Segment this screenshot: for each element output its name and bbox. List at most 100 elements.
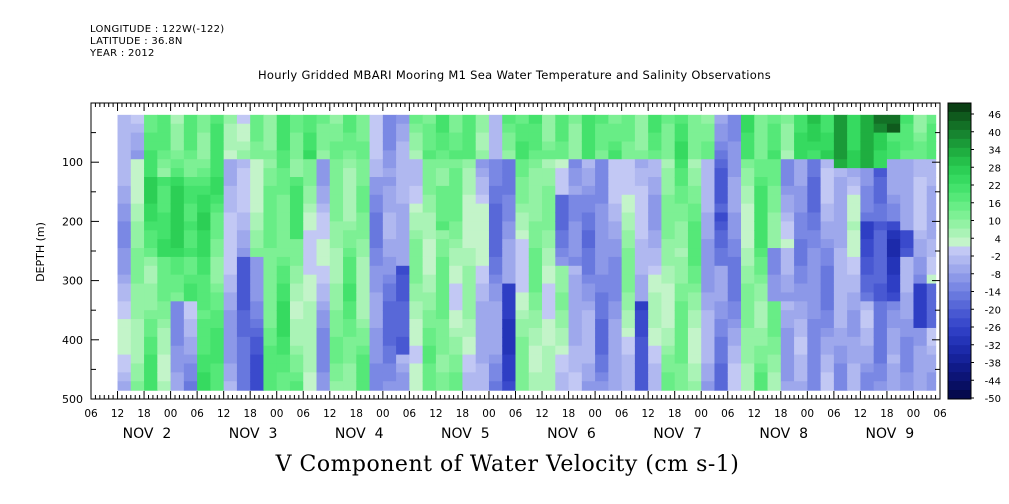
heatmap-cell-87 (144, 336, 158, 347)
heatmap-cell-222 (210, 159, 225, 169)
heatmap-cell-213 (197, 354, 211, 365)
heatmap-cell-395 (276, 319, 291, 329)
x-day-label: NOV 9 (865, 426, 914, 442)
heatmap-cell-244 (210, 354, 225, 365)
heatmap-cell-1361 (687, 363, 702, 373)
heatmap-cell-988 (528, 354, 543, 365)
heatmap-cell-496 (329, 114, 344, 125)
heatmap-cell-73 (144, 212, 158, 222)
heatmap-cell-139 (170, 248, 185, 258)
heatmap-cell-1721 (847, 256, 862, 267)
heatmap-cell-558 (356, 114, 371, 125)
heatmap-cell-1824 (886, 345, 901, 356)
heatmap-cell-914 (502, 248, 517, 258)
heatmap-cell-1128 (595, 221, 609, 231)
heatmap-cell-32 (130, 123, 145, 134)
heatmap-cell-1801 (886, 141, 901, 151)
heatmap-cell-475 (316, 203, 331, 214)
heatmap-cell-966 (528, 159, 543, 169)
heatmap-cell-698 (409, 256, 424, 267)
heatmap-cell-1693 (833, 283, 848, 294)
heatmap-cell-464 (303, 381, 318, 391)
heatmap-cell-1866 (913, 168, 928, 178)
heatmap-cell-270 (223, 310, 238, 320)
heatmap-cell-1668 (820, 336, 835, 347)
heatmap-cell-471 (316, 168, 331, 178)
heatmap-cell-1829 (900, 114, 915, 125)
heatmap-cell-272 (223, 327, 238, 338)
heatmap-cell-25 (117, 336, 132, 347)
heatmap-cell-416 (289, 230, 304, 240)
heatmap-cell-93 (157, 114, 172, 125)
heatmap-cell-1672 (820, 372, 835, 382)
heatmap-cell-1305 (674, 141, 689, 151)
heatmap-cell-1049 (555, 345, 570, 356)
heatmap-cell-508 (329, 221, 344, 231)
heatmap-cell-536 (343, 194, 357, 205)
heatmap-cell-780 (449, 159, 464, 169)
colorbar-swatch (948, 165, 971, 176)
heatmap-cell-827 (462, 301, 477, 311)
colorbar-swatch (948, 336, 971, 346)
heatmap-cell-854 (475, 265, 490, 276)
heatmap-cell-702 (409, 292, 424, 302)
heatmap-cell-1050 (555, 354, 570, 365)
heatmap-cell-668 (396, 265, 410, 276)
heatmap-cell-1410 (714, 248, 729, 258)
heatmap-cell-690 (409, 185, 424, 196)
heatmap-cell-1833 (900, 150, 915, 160)
heatmap-cell-890 (488, 310, 503, 320)
heatmap-cell-434 (303, 114, 318, 125)
heatmap-cell-833 (462, 354, 477, 365)
longitude-label: LONGITUDE : 122W(-122) (90, 24, 225, 35)
heatmap-cell-19 (117, 283, 132, 294)
heatmap-cell-654 (396, 141, 410, 151)
heatmap-cell-862 (475, 336, 490, 347)
heatmap-cell-418 (289, 248, 304, 258)
heatmap-cell-705 (409, 319, 424, 329)
heatmap-cell-1394 (701, 381, 716, 391)
heatmap-cell-516 (329, 292, 344, 302)
heatmap-cell-1738 (860, 132, 875, 143)
heatmap-cell-986 (528, 336, 543, 347)
heatmap-cell-1022 (542, 381, 556, 391)
heatmap-cell-1261 (648, 301, 663, 311)
heatmap-cell-1141 (595, 336, 609, 347)
heatmap-cell-1518 (754, 381, 769, 391)
heatmap-cell-1707 (847, 132, 862, 143)
heatmap-cell-425 (289, 310, 304, 320)
heatmap-cell-301 (236, 310, 251, 320)
heatmap-cell-546 (343, 283, 357, 294)
heatmap-cell-618 (369, 372, 384, 382)
heatmap-cell-1443 (727, 265, 742, 276)
heatmap-cell-633 (382, 230, 397, 240)
heatmap-cell-820 (462, 239, 477, 249)
heatmap-cell-864 (475, 354, 490, 365)
heatmap-cell-596 (369, 177, 384, 187)
heatmap-cell-1359 (687, 345, 702, 356)
heatmap-cell-1515 (754, 354, 769, 365)
heatmap-cell-1498 (754, 203, 769, 214)
heatmap-cell-1790 (873, 319, 888, 329)
heatmap-cell-89 (144, 354, 158, 365)
heatmap-cell-1125 (595, 194, 609, 205)
heatmap-cell-1341 (687, 185, 702, 196)
heatmap-cell-493 (316, 363, 331, 373)
colorbar-label: -50 (985, 394, 1001, 405)
heatmap-cell-1749 (860, 230, 875, 240)
heatmap-cell-7 (117, 177, 132, 187)
heatmap-cell-830 (462, 327, 477, 338)
heatmap-cell-768 (435, 327, 450, 338)
heatmap-cell-1194 (621, 256, 636, 267)
heatmap-cell-41 (130, 203, 145, 214)
heatmap-cell-84 (144, 310, 158, 320)
heatmap-cell-1566 (780, 256, 795, 267)
heatmap-cell-1828 (886, 381, 901, 391)
heatmap-cell-704 (409, 310, 424, 320)
heatmap-cell-984 (528, 319, 543, 329)
heatmap-cell-503 (329, 177, 344, 187)
heatmap-cell-871 (488, 141, 503, 151)
heatmap-cell-126 (170, 132, 185, 143)
heatmap-cell-1327 (674, 336, 689, 347)
heatmap-cell-800 (449, 336, 464, 347)
